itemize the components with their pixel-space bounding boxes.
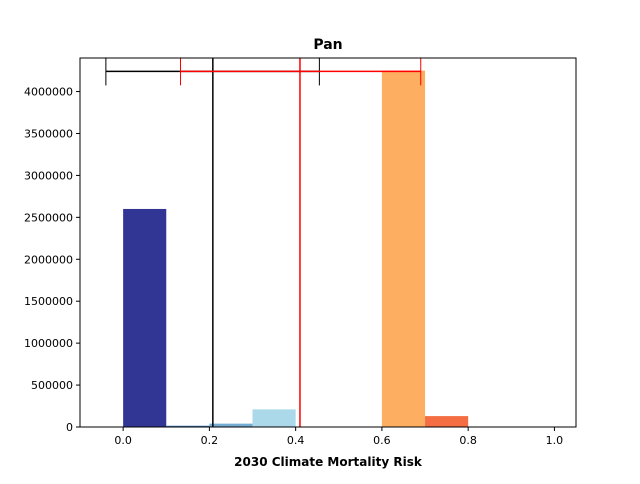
y-tick-label-8: 4000000 (24, 86, 73, 99)
bars-layer (123, 70, 469, 428)
chart-title: Pan (313, 37, 342, 53)
y-ticks-layer: 0 500000 1000000 1500000 2000000 2500000 30000… (24, 86, 80, 434)
x-tick-label-2: 0.4 (287, 434, 305, 447)
histogram-bar-1 (166, 425, 210, 427)
y-tick-label-5: 2500000 (24, 211, 73, 224)
histogram-bar-0 (123, 208, 167, 427)
y-tick-label-6: 3000000 (24, 169, 73, 182)
x-tick-label-1: 0.2 (201, 434, 219, 447)
x-tick-label-0: 0.0 (114, 434, 132, 447)
y-tick-label-1: 500000 (31, 379, 73, 392)
x-tick-label-4: 0.8 (459, 434, 477, 447)
y-tick-label-3: 1500000 (24, 295, 73, 308)
x-tick-label-3: 0.6 (373, 434, 391, 447)
y-tick-label-2: 1000000 (24, 337, 73, 350)
plot-frame (79, 57, 577, 428)
y-tick-label-0: 0 (66, 421, 73, 434)
x-tick-label-5: 1.0 (546, 434, 564, 447)
error-bars-layer (105, 57, 422, 86)
y-tick-label-7: 3500000 (24, 127, 73, 140)
reference-lines-layer (212, 58, 301, 427)
x-ticks-layer: 0.0 0.2 0.4 0.6 0.8 1.0 (114, 427, 563, 447)
x-axis-label: 2030 Climate Mortality Risk (234, 455, 423, 469)
histogram-bar-7 (425, 416, 469, 427)
histogram-bar-6 (381, 70, 426, 428)
histogram-bar-2 (209, 423, 253, 427)
histogram-bar-3 (252, 409, 296, 427)
y-tick-label-4: 2000000 (24, 253, 73, 266)
